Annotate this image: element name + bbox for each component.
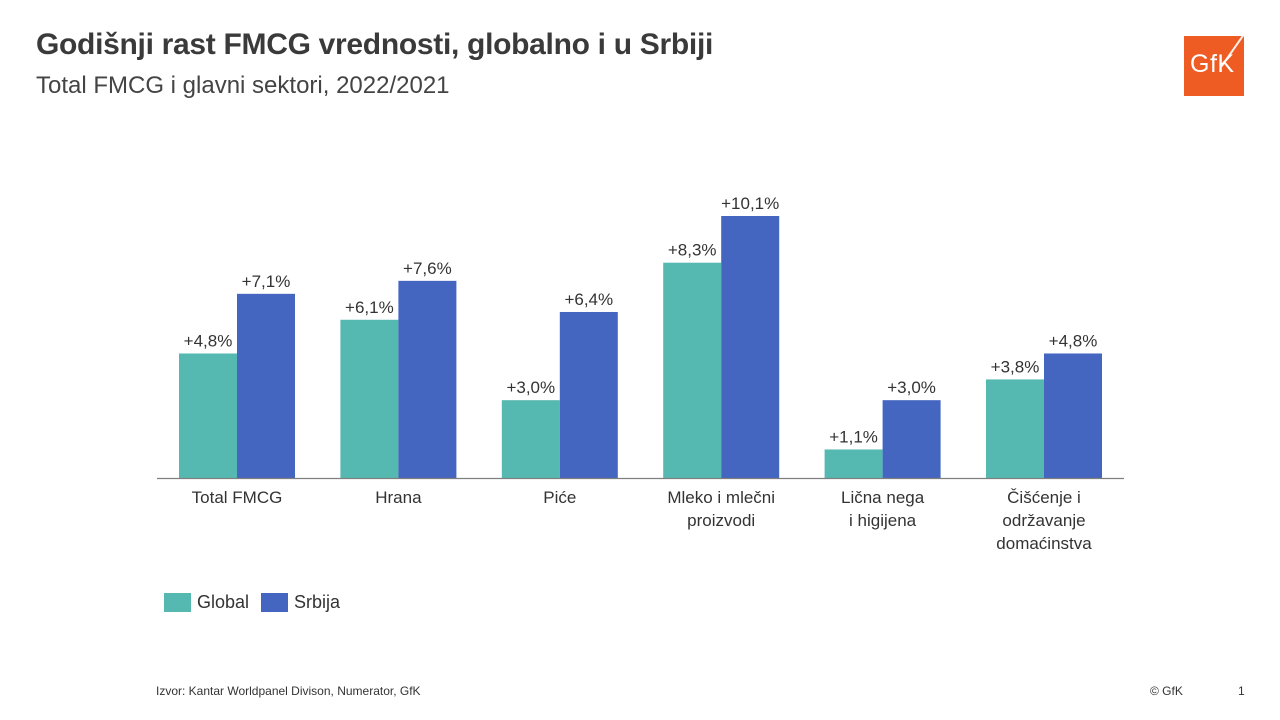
- page-title: Godišnji rast FMCG vrednosti, globalno i…: [36, 28, 714, 61]
- data-label-global-0: +4,8%: [184, 331, 233, 350]
- category-label-4-1: i higijena: [849, 511, 917, 530]
- data-label-global-4: +1,1%: [829, 427, 878, 446]
- category-label-5-1: održavanje: [1002, 511, 1085, 530]
- category-label-4-0: Lična nega: [841, 488, 925, 507]
- category-label-5-2: domaćinstva: [996, 534, 1092, 553]
- data-label-srbija-0: +7,1%: [242, 272, 291, 291]
- legend-item-global: Global: [164, 592, 249, 613]
- data-label-srbija-3: +10,1%: [721, 194, 779, 213]
- data-label-global-5: +3,8%: [991, 357, 1040, 376]
- legend-label-srbija: Srbija: [294, 592, 341, 612]
- data-label-global-2: +3,0%: [506, 378, 555, 397]
- bar-srbija-0: [237, 293, 295, 478]
- legend-label-global: Global: [197, 592, 250, 612]
- data-label-srbija-1: +7,6%: [403, 259, 452, 278]
- copyright: © GfK: [1150, 684, 1183, 698]
- category-label-3-0: Mleko i mlečni: [667, 488, 775, 507]
- legend-swatch-srbija: [261, 593, 289, 612]
- data-label-srbija-4: +3,0%: [887, 378, 936, 397]
- bar-global-2: [501, 400, 560, 478]
- category-label-3-1: proizvodi: [687, 511, 755, 530]
- page-number: 1: [1238, 684, 1245, 698]
- category-label-2-0: Piće: [543, 488, 576, 507]
- gfk-logo: GfK: [1184, 36, 1244, 96]
- bar-global-4: [824, 449, 883, 478]
- bar-srbija-3: [721, 216, 780, 478]
- category-label-5-0: Čišćenje i: [1007, 488, 1081, 507]
- data-label-global-1: +6,1%: [345, 298, 394, 317]
- bar-global-5: [986, 379, 1044, 478]
- category-label-1-0: Hrana: [375, 488, 422, 507]
- bar-srbija-4: [882, 400, 941, 478]
- category-label-0-0: Total FMCG: [192, 488, 283, 507]
- data-label-global-3: +8,3%: [668, 241, 717, 260]
- bar-global-1: [340, 319, 399, 478]
- data-label-srbija-2: +6,4%: [564, 290, 613, 309]
- bar-global-3: [663, 262, 722, 478]
- bar-global-0: [179, 353, 237, 478]
- legend-swatch-global: [164, 593, 191, 612]
- legend-item-srbija: Srbija: [261, 592, 340, 613]
- bar-srbija-5: [1044, 353, 1102, 478]
- chart-legend: Global Srbija: [164, 592, 352, 613]
- bar-srbija-1: [398, 280, 457, 478]
- source-note: Izvor: Kantar Worldpanel Divison, Numera…: [156, 684, 421, 698]
- page-subtitle: Total FMCG i glavni sektori, 2022/2021: [36, 72, 450, 99]
- logo-text: GfK: [1190, 50, 1235, 78]
- bar-srbija-2: [559, 311, 618, 478]
- data-label-srbija-5: +4,8%: [1049, 331, 1098, 350]
